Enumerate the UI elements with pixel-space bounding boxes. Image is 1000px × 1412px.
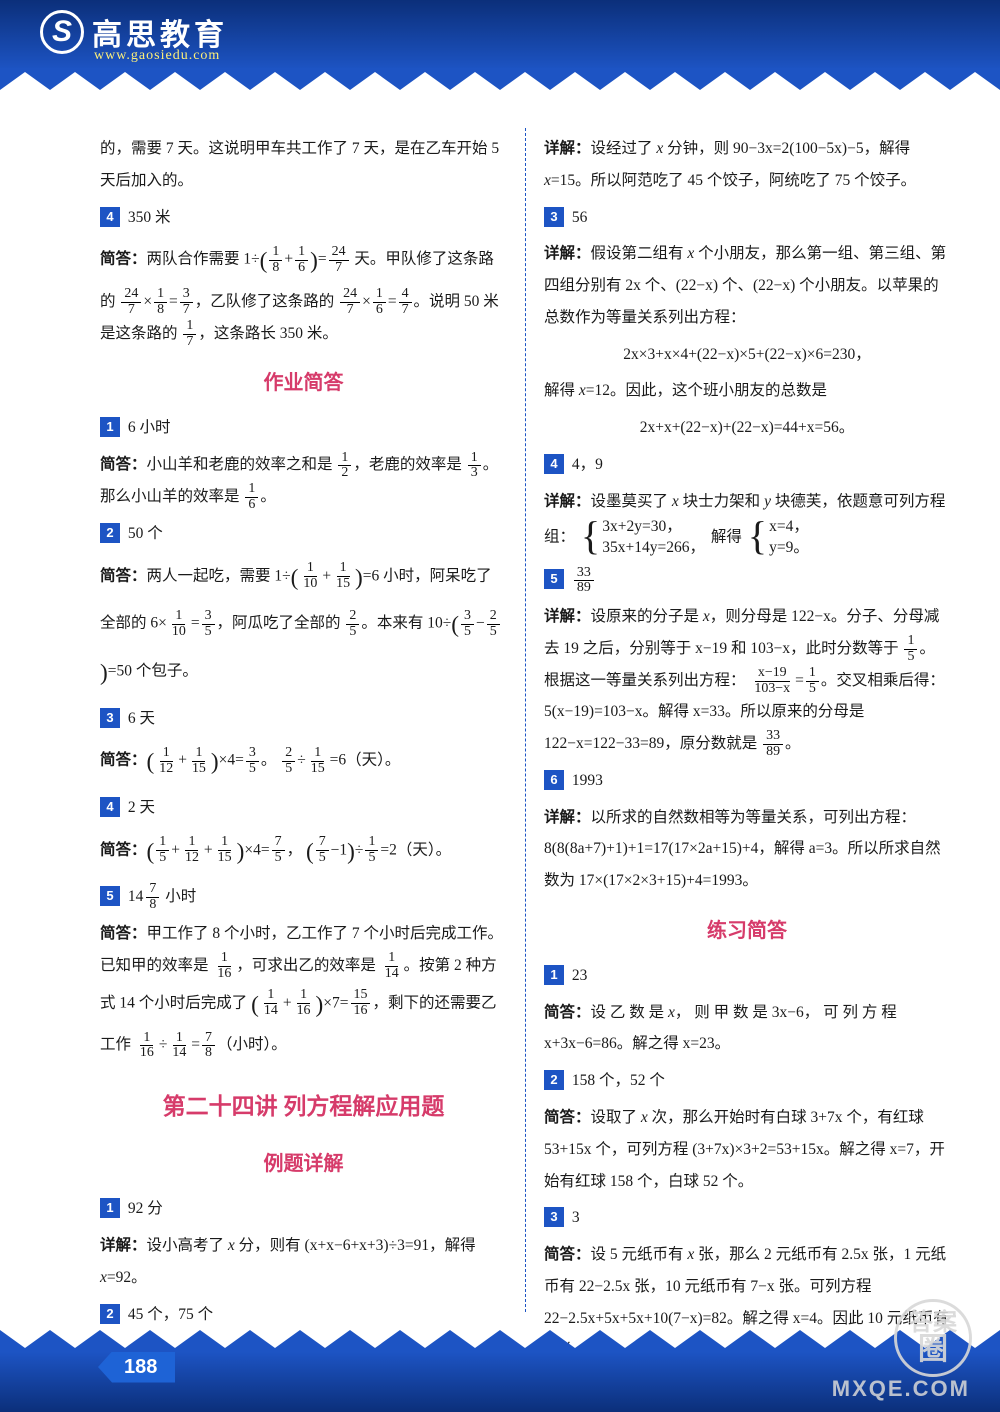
prac-2: 2 158 个，52 个 (544, 1065, 950, 1097)
para: 详解：假设第二组有 x 个小朋友，那么第一组、第三组、第四组分别有 2x 个、(… (544, 238, 950, 333)
ex-2: 2 45 个，75 个 (100, 1299, 507, 1331)
para: 详解：以所求的自然数相等为等量关系，可列出方程：8(8(8a+7)+1)+1=1… (544, 802, 950, 897)
ex-3: 3 56 (544, 202, 950, 234)
answer-3: 3 6 天 (100, 703, 507, 735)
equation: 2x+x+(22−x)+(22−x)=44+x=56。 (544, 412, 950, 444)
watermark-line: MXQE.COM (832, 1376, 970, 1402)
para: 简答：小山羊和老鹿的效率之和是 12，老鹿的效率是 13。那么小山羊的效率是 1… (100, 449, 507, 513)
logo-s-icon: S (40, 10, 84, 54)
para: 简答：甲工作了 8 个小时，乙工作了 7 个小时后完成工作。已知甲的效率是 11… (100, 918, 507, 1061)
answer-2: 2 50 个 (100, 518, 507, 550)
answer-4: 4 350 米 (100, 202, 507, 234)
answer-1: 1 6 小时 (100, 412, 507, 444)
ex-5: 5 3389 (544, 564, 950, 596)
para: 详解：设经过了 x 分钟，则 90−3x=2(100−5x)−5，解得 x=15… (544, 133, 950, 197)
hw-title: 作业简答 (100, 363, 507, 404)
ex-4: 4 4，9 (544, 449, 950, 481)
page-number: 188 (98, 1347, 175, 1387)
para: 简答：两人一起吃，需要 1÷(110+115)=6 小时，阿呆吃了全部的 6×1… (100, 555, 507, 698)
prac-title: 练习简答 (544, 911, 950, 952)
para: 简答：(112+115)×4=35。 25÷115=6（天）。 (100, 739, 507, 787)
prac-3: 3 3 (544, 1202, 950, 1234)
para: 详解：设小高考了 x 分，则有 (x+x−6+x+3)÷3=91，解得 x=92… (100, 1230, 507, 1294)
para: 的，需要 7 天。这说明甲车共工作了 7 天，是在乙车开始 5 天后加入的。 (100, 133, 507, 197)
examples-title: 例题详解 (100, 1144, 507, 1185)
equation: 2x×3+x×4+(22−x)×5+(22−x)×6=230， (544, 339, 950, 371)
prac-1: 1 23 (544, 960, 950, 992)
answer-4b: 4 2 天 (100, 792, 507, 824)
page-body: 的，需要 7 天。这说明甲车共工作了 7 天，是在乙车开始 5 天后加入的。 4… (0, 110, 1000, 1312)
para: 简答：两队合作需要 1÷(18+16)=247 天。甲队修了这条路的 247×1… (100, 238, 507, 349)
ex-6: 6 1993 (544, 765, 950, 797)
logo-url: www.gaosiedu.com (94, 48, 220, 64)
para: 简答：(15+112+115)×4=75， (75−1)÷15=2（天）。 (100, 829, 507, 877)
zigzag-top-icon (0, 68, 1000, 90)
para: 简答：设取了 x 次，那么开始时有白球 3+7x 个，有红球 53+15x 个，… (544, 1102, 950, 1197)
para: 解得 x=12。因此，这个班小朋友的总数是 (544, 375, 950, 407)
left-column: 的，需要 7 天。这说明甲车共工作了 7 天，是在乙车开始 5 天后加入的。 4… (100, 128, 525, 1312)
para: 详解：设原来的分子是 x，则分母是 122−x。分子、分母减去 19 之后，分别… (544, 601, 950, 760)
right-column: 详解：设经过了 x 分钟，则 90−3x=2(100−5x)−5，解得 x=15… (525, 128, 950, 1312)
watermark-circle-icon: 答案圈 (894, 1299, 972, 1377)
para: 详解：设墨莫买了 x 块士力架和 y 块德芙，依题意可列方程组： {3x+2y=… (544, 486, 950, 560)
lesson-title: 第二十四讲 列方程解应用题 (100, 1083, 507, 1130)
para: 简答：设 乙 数 是 x， 则 甲 数 是 3x−6， 可 列 方 程 x+3x… (544, 997, 950, 1061)
ex-1: 1 92 分 (100, 1193, 507, 1225)
answer-5: 5 1478 小时 (100, 881, 507, 913)
